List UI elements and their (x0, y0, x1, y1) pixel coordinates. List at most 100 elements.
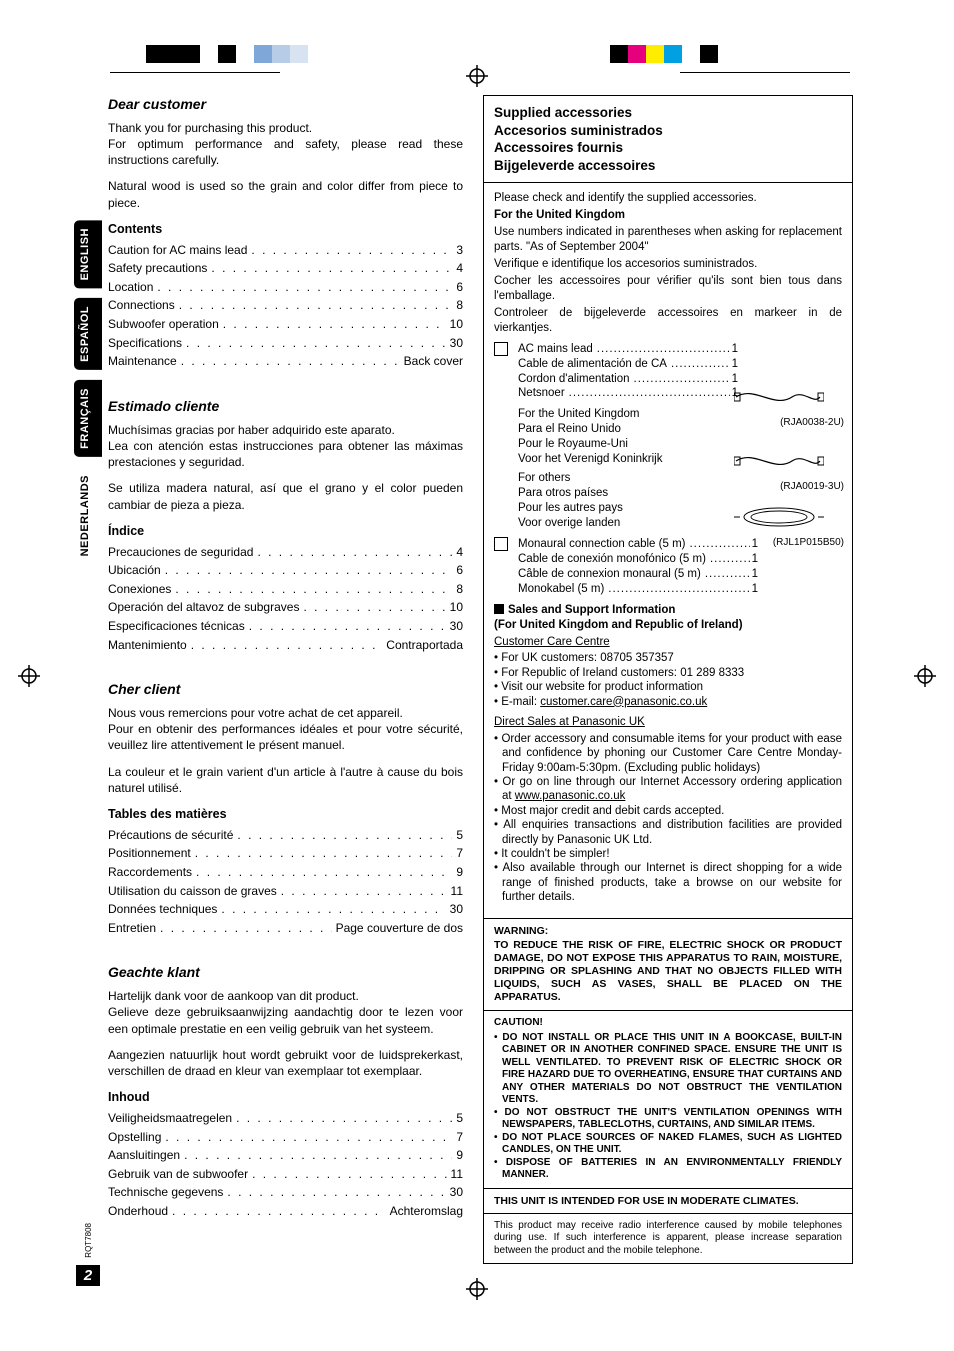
dots: ........................................… (569, 386, 730, 401)
toc-page: 5 (456, 826, 463, 845)
wood-note: La couleur et le grain varient d'un arti… (108, 764, 463, 796)
toc-label: Veiligheidsmaatregelen (108, 1109, 232, 1128)
bullet-item: For Republic of Ireland customers: 01 28… (494, 666, 842, 680)
toc-dots: . . . . . . . . . . . . . . . . . . . . … (251, 241, 452, 260)
heading-en: Dear customer (108, 95, 463, 114)
color-swatch (110, 45, 128, 63)
acc1-uk-group: For the United KingdomPara el Reino Unid… (518, 407, 718, 467)
accessory-subline: Voor overige landen (518, 516, 718, 531)
color-swatch (610, 45, 628, 63)
intro-text: Nous vous remercions pour votre achat de… (108, 705, 463, 754)
toc-row: Mantenimiento . . . . . . . . . . . . . … (108, 636, 463, 655)
toc-row: Safety precautions . . . . . . . . . . .… (108, 259, 463, 278)
lang-tab-nederlands: NEDERLANDS (74, 467, 102, 564)
toc-row: Subwoofer operation . . . . . . . . . . … (108, 315, 463, 334)
toc-row: Opstelling . . . . . . . . . . . . . . .… (108, 1128, 463, 1147)
accessory-subline: Pour les autres pays (518, 501, 718, 516)
toc-label: Maintenance (108, 352, 177, 371)
toc-dots: . . . . . . . . . . . . . . . . . . . . … (252, 1165, 446, 1184)
acc-intro-uk: Use numbers indicated in parentheses whe… (494, 225, 842, 255)
accessories-title-2: Accesorios suministrados (494, 122, 842, 140)
contents-label-fr: Tables des matières (108, 806, 463, 823)
accessory-qty: 1 (752, 582, 758, 597)
doc-code: RQT7808 (84, 1223, 93, 1258)
registration-mark-left (18, 665, 40, 687)
accessory-label: Câble de connexion monaural (5 m) (518, 567, 701, 582)
color-bar-left (110, 45, 308, 63)
toc-dots: . . . . . . . . . . . . . . . . . . . . … (191, 636, 383, 655)
toc-dots: . . . . . . . . . . . . . . . . . . . . … (303, 598, 445, 617)
toc-label: Précautions de sécurité (108, 826, 233, 845)
dots: ........................................… (710, 552, 750, 567)
wood-note: Se utiliza madera natural, así que el gr… (108, 480, 463, 512)
toc-row: Raccordements . . . . . . . . . . . . . … (108, 863, 463, 882)
bullet-item: E-mail: customer.care@panasonic.co.uk (494, 695, 842, 709)
caution-item: DISPOSE OF BATTERIES IN AN ENVIRONMENTAL… (494, 1157, 842, 1182)
toc-label: Positionnement (108, 844, 191, 863)
toc-label: Especificaciones técnicas (108, 617, 245, 636)
color-bar-right (610, 45, 718, 63)
toc-page: 10 (450, 315, 463, 334)
accessory-label: Netsnoer (518, 386, 565, 401)
part-other: (RJA0019-3U) (734, 480, 844, 493)
color-swatch (290, 45, 308, 63)
registration-mark-right (914, 665, 936, 687)
toc-label: Precauciones de seguridad (108, 543, 253, 562)
toc-page: 5 (456, 1109, 463, 1128)
bullet-item: Most major credit and debit cards accept… (494, 804, 842, 818)
customer-care-centre: Customer Care Centre (494, 635, 842, 650)
color-swatch (628, 45, 646, 63)
acc-intro-fr: Cocher les accessoires pour vérifier qu'… (494, 274, 842, 304)
contents-label-en: Contents (108, 221, 463, 238)
toc-page: 30 (450, 617, 463, 636)
caution-list: DO NOT INSTALL OR PLACE THIS UNIT IN A B… (494, 1032, 842, 1182)
color-swatch (236, 45, 254, 63)
accessory-label: Monaural connection cable (5 m) (518, 537, 685, 552)
top-print-bar (0, 40, 954, 70)
accessory-line: Monaural connection cable (5 m).........… (518, 537, 758, 552)
right-box: Supplied accessories Accesorios suminist… (483, 95, 853, 1264)
accessory-line: Netsnoer................................… (518, 386, 738, 401)
intro-text: Thank you for purchasing this product.Fo… (108, 120, 463, 169)
accessory-line: Cable de conexión monofónico (5 m)......… (518, 552, 758, 567)
accessory-label: Cable de alimentación de CA (518, 357, 667, 372)
caution-item: DO NOT OBSTRUCT THE UNIT'S VENTILATION O… (494, 1107, 842, 1132)
toc-dots: . . . . . . . . . . . . . . . . . . . . … (181, 352, 400, 371)
toc-dots: . . . . . . . . . . . . . . . . . . . . … (249, 617, 446, 636)
accessory-label: Cable de conexión monofónico (5 m) (518, 552, 706, 567)
accessory-subline: Para otros países (518, 486, 718, 501)
bullet-item: Also available through our Internet is d… (494, 861, 842, 904)
accessory-qty: 1 (732, 357, 738, 372)
accessory-line: Cable de alimentación de CA.............… (518, 357, 738, 372)
dots: ........................................… (608, 582, 749, 597)
toc-label: Location (108, 278, 153, 297)
toc-dots: . . . . . . . . . . . . . . . . . . . . … (196, 863, 452, 882)
accessory-subline: Voor het Verenigd Koninkrijk (518, 452, 718, 467)
toc-page: 6 (456, 278, 463, 297)
toc-row: Conexiones . . . . . . . . . . . . . . .… (108, 580, 463, 599)
color-swatch (164, 45, 182, 63)
accessory-subline: Para el Reino Unido (518, 422, 718, 437)
toc-label: Entretien (108, 919, 156, 938)
dots: ........................................… (705, 567, 750, 582)
intro-text: Hartelijk dank voor de aankoop van dit p… (108, 988, 463, 1037)
registration-mark-top (466, 65, 488, 87)
checkbox-icon (494, 537, 508, 551)
cable-uk-image: (RJA0038-2U) (734, 383, 844, 429)
toc-row: Technische gegevens . . . . . . . . . . … (108, 1183, 463, 1202)
toc-label: Specifications (108, 334, 182, 353)
toc-dots: . . . . . . . . . . . . . . . . . . . . … (281, 882, 447, 901)
dots: ........................................… (597, 342, 730, 357)
toc-label: Connections (108, 296, 175, 315)
toc-dots: . . . . . . . . . . . . . . . . . . . . … (221, 900, 445, 919)
color-swatch (146, 45, 164, 63)
section-fr: Cher clientNous vous remercions pour vot… (108, 680, 463, 937)
toc-row: Entretien . . . . . . . . . . . . . . . … (108, 919, 463, 938)
toc-dots: . . . . . . . . . . . . . . . . . . . . … (165, 561, 453, 580)
toc-label: Conexiones (108, 580, 171, 599)
support-header: Sales and Support Information (For Unite… (494, 603, 842, 633)
part-uk: (RJA0038-2U) (734, 416, 844, 429)
bullet-item: All enquiries transactions and distribut… (494, 818, 842, 847)
toc-label: Caution for AC mains lead (108, 241, 247, 260)
acc-intro-en: Please check and identify the supplied a… (494, 191, 842, 206)
